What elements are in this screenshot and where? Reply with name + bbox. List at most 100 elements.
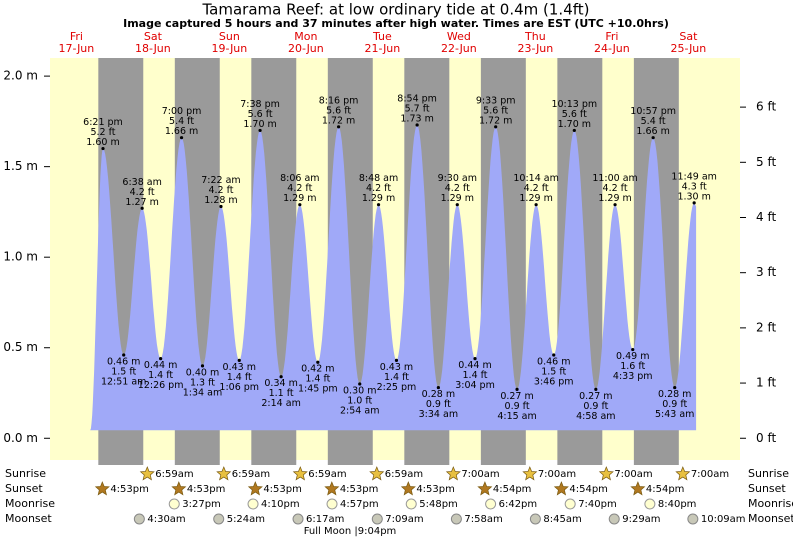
tide-point bbox=[455, 203, 459, 207]
sunset-icon bbox=[400, 481, 416, 496]
moonrise-time: 4:57pm bbox=[340, 499, 379, 510]
tide-label: 0.9 ft bbox=[426, 399, 451, 410]
tide-label: 7:00 pm bbox=[162, 106, 202, 117]
tide-label: 1.5 ft bbox=[541, 366, 566, 377]
tide-label: 5.6 ft bbox=[562, 109, 587, 120]
tide-label: 1.29 m bbox=[519, 193, 552, 204]
sunrise-icon bbox=[292, 466, 308, 481]
sunrise-icon bbox=[675, 466, 691, 481]
tide-label: 0.46 m bbox=[107, 356, 140, 367]
moonset-time: 10:09am bbox=[701, 514, 746, 525]
moonrise-time: 3:27pm bbox=[182, 499, 221, 510]
row-label: Moonset bbox=[748, 512, 793, 525]
day-date: 17-Jun bbox=[58, 42, 94, 55]
sunset-icon bbox=[94, 481, 110, 496]
tide-label: 3:46 pm bbox=[534, 376, 574, 387]
sunset-time: 4:53pm bbox=[110, 484, 149, 495]
tide-label: 4.2 ft bbox=[366, 183, 391, 194]
tide-label: 0.43 m bbox=[223, 362, 256, 373]
tide-point bbox=[101, 146, 105, 151]
moonrise-icon bbox=[644, 498, 656, 510]
sunrise-time: 6:59am bbox=[385, 469, 423, 480]
moonset-time: 7:09am bbox=[385, 514, 423, 525]
tide-label: 5.6 ft bbox=[248, 109, 273, 120]
tide-point bbox=[237, 358, 241, 363]
sunset-time: 4:53pm bbox=[187, 484, 226, 495]
tide-label: 1.4 ft bbox=[227, 372, 252, 383]
tide-label: 1.6 ft bbox=[620, 361, 645, 372]
tide-label: 1.28 m bbox=[204, 195, 237, 206]
day-date: 24-Jun bbox=[594, 42, 630, 55]
tide-label: 4:58 am bbox=[576, 411, 615, 422]
tide-label: 1.29 m bbox=[598, 193, 631, 204]
tide-label: 6:21 pm bbox=[83, 117, 123, 128]
sunrise-time: 7:00am bbox=[538, 469, 576, 480]
row-label: Sunrise bbox=[5, 467, 46, 480]
tide-point bbox=[316, 360, 320, 364]
day-date: 19-Jun bbox=[211, 42, 247, 55]
tide-label: 1.66 m bbox=[165, 126, 198, 137]
tide-point bbox=[179, 136, 184, 140]
tide-label: 6:38 am bbox=[122, 177, 161, 188]
tide-label: 2:25 pm bbox=[377, 382, 417, 393]
sunrise-time: 7:00am bbox=[614, 469, 652, 480]
moonrise-time: 5:48pm bbox=[419, 499, 458, 510]
tide-point bbox=[572, 128, 576, 133]
tide-point bbox=[415, 123, 419, 127]
tide-label: 0.27 m bbox=[579, 391, 612, 402]
row-label: Moonrise bbox=[5, 497, 55, 510]
tide-label: 1.4 ft bbox=[463, 370, 488, 381]
sunset-time: 4:53pm bbox=[340, 484, 379, 495]
tide-label: 0.46 m bbox=[537, 356, 570, 367]
row-label: Moonset bbox=[5, 512, 52, 525]
day-date: 18-Jun bbox=[135, 42, 171, 55]
tide-point bbox=[258, 128, 262, 133]
tide-label: 0.28 m bbox=[422, 389, 455, 400]
tide-label: 8:16 pm bbox=[319, 95, 359, 106]
day-name: Wed bbox=[447, 30, 471, 43]
sunrise-icon bbox=[216, 466, 232, 481]
tide-label: 12:51 am bbox=[101, 376, 146, 387]
moonset-time: 8:45am bbox=[543, 514, 581, 525]
sunset-time: 4:54pm bbox=[646, 484, 685, 495]
tide-label: 1.70 m bbox=[558, 119, 591, 130]
moonset-time: 5:24am bbox=[227, 514, 265, 525]
tide-label: 0.34 m bbox=[264, 378, 297, 389]
row-label: Moonrise bbox=[748, 497, 793, 510]
tide-label: 0.44 m bbox=[144, 360, 177, 371]
moonset-time: 6:17am bbox=[306, 514, 344, 525]
moonrise-time: 4:10pm bbox=[261, 499, 300, 510]
y2-tick-label: 0 ft bbox=[756, 431, 776, 445]
moonset-icon bbox=[292, 513, 304, 525]
tide-point bbox=[298, 203, 302, 207]
tide-point bbox=[552, 353, 556, 357]
tide-label: 1.29 m bbox=[362, 193, 395, 204]
day-name: Sat bbox=[679, 30, 698, 43]
sunrise-icon bbox=[522, 466, 538, 481]
tide-label: 7:38 pm bbox=[240, 99, 280, 110]
chart-subtitle: Image captured 5 hours and 37 minutes af… bbox=[123, 17, 669, 30]
tide-label: 5.6 ft bbox=[483, 105, 508, 116]
tide-label: 5.6 ft bbox=[326, 105, 351, 116]
y2-tick-label: 3 ft bbox=[756, 265, 776, 279]
chart-title: Tamarama Reef: at low ordinary tide at 0… bbox=[202, 1, 590, 19]
day-name: Sun bbox=[219, 30, 240, 43]
y-tick-label: 0.0 m bbox=[3, 431, 38, 445]
sunrise-time: 6:59am bbox=[232, 469, 270, 480]
sunrise-icon bbox=[598, 466, 614, 481]
moonrise-time: 6:42pm bbox=[499, 499, 538, 510]
moonset-icon bbox=[608, 513, 620, 525]
day-name: Tue bbox=[372, 30, 392, 43]
sunrise-icon bbox=[369, 466, 385, 481]
tide-label: 4:33 pm bbox=[613, 371, 653, 382]
tide-label: 1.1 ft bbox=[269, 388, 294, 399]
moonset-icon bbox=[213, 513, 225, 525]
moonset-icon bbox=[371, 513, 383, 525]
moonrise-icon bbox=[168, 498, 180, 510]
y2-tick-label: 6 ft bbox=[756, 100, 776, 114]
sunset-icon bbox=[171, 481, 187, 496]
y-tick-label: 1.0 m bbox=[3, 250, 38, 264]
day-name: Mon bbox=[294, 30, 317, 43]
tide-point bbox=[279, 375, 283, 379]
